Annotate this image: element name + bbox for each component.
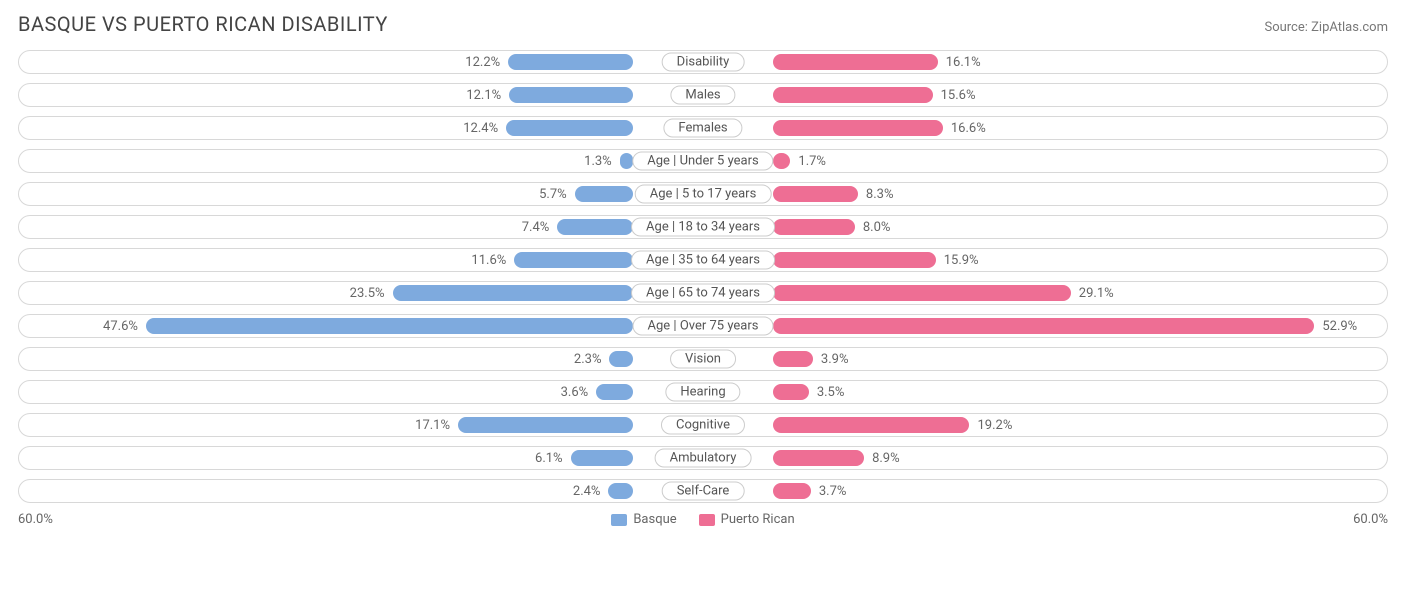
legend-label-puerto-rican: Puerto Rican xyxy=(721,512,795,527)
legend-item-basque: Basque xyxy=(611,512,676,527)
bar-right xyxy=(773,351,813,367)
chart-row: 12.2% 16.1% Disability xyxy=(18,50,1388,74)
bar-right xyxy=(773,87,933,103)
bar-value-left: 5.7% xyxy=(539,187,567,202)
chart-row: 7.4% 8.0% Age | 18 to 34 years xyxy=(18,215,1388,239)
bar-value-left: 2.3% xyxy=(574,352,602,367)
row-category-label: Age | Under 5 years xyxy=(632,152,773,171)
bar-value-left: 47.6% xyxy=(103,319,138,334)
row-category-label: Self-Care xyxy=(662,482,745,501)
chart-row: 2.4% 3.7% Self-Care xyxy=(18,479,1388,503)
chart-row: 3.6% 3.5% Hearing xyxy=(18,380,1388,404)
bar-value-left: 1.3% xyxy=(584,154,612,169)
row-category-label: Males xyxy=(670,86,735,105)
bar-right xyxy=(773,417,969,433)
bar-value-left: 23.5% xyxy=(350,286,385,301)
bar-left xyxy=(458,417,633,433)
legend-label-basque: Basque xyxy=(633,512,676,527)
row-category-label: Age | 35 to 64 years xyxy=(631,251,775,270)
bar-value-right: 8.9% xyxy=(872,451,900,466)
row-category-label: Age | 18 to 34 years xyxy=(631,218,775,237)
row-category-label: Hearing xyxy=(665,383,740,402)
bar-right xyxy=(773,384,809,400)
bar-right xyxy=(773,120,943,136)
bar-value-right: 19.2% xyxy=(977,418,1012,433)
bar-left xyxy=(575,186,633,202)
bar-value-right: 16.6% xyxy=(951,121,986,136)
bar-value-left: 12.4% xyxy=(463,121,498,136)
bar-value-left: 17.1% xyxy=(415,418,450,433)
row-category-label: Ambulatory xyxy=(655,449,752,468)
bar-value-right: 8.0% xyxy=(863,220,891,235)
bar-left xyxy=(596,384,633,400)
bar-left xyxy=(508,54,633,70)
bar-right xyxy=(773,186,858,202)
bar-value-right: 8.3% xyxy=(866,187,894,202)
chart-row: 11.6% 15.9% Age | 35 to 64 years xyxy=(18,248,1388,272)
axis-max-left: 60.0% xyxy=(18,512,53,527)
legend-swatch-basque xyxy=(611,514,627,526)
bar-value-right: 3.9% xyxy=(821,352,849,367)
bar-right xyxy=(773,318,1314,334)
bar-left xyxy=(609,351,633,367)
chart-header: BASQUE VS PUERTO RICAN DISABILITY Source… xyxy=(18,12,1388,36)
row-category-label: Cognitive xyxy=(661,416,745,435)
row-category-label: Disability xyxy=(662,53,745,72)
bar-right xyxy=(773,252,936,268)
chart-row: 12.4% 16.6% Females xyxy=(18,116,1388,140)
bar-left xyxy=(571,450,633,466)
row-category-label: Age | 65 to 74 years xyxy=(631,284,775,303)
bar-value-right: 29.1% xyxy=(1079,286,1114,301)
chart-source: Source: ZipAtlas.com xyxy=(1264,20,1388,35)
diverging-bar-chart: 12.2% 16.1% Disability 12.1% 15.6% Males 12.4%… xyxy=(18,50,1388,503)
bar-right xyxy=(773,285,1071,301)
bar-value-right: 3.5% xyxy=(817,385,845,400)
bar-left xyxy=(509,87,633,103)
row-category-label: Females xyxy=(663,119,742,138)
row-category-label: Age | 5 to 17 years xyxy=(635,185,772,204)
bar-value-right: 16.1% xyxy=(946,55,981,70)
bar-left xyxy=(620,153,633,169)
axis-max-right: 60.0% xyxy=(1353,512,1388,527)
chart-row: 47.6% 52.9% Age | Over 75 years xyxy=(18,314,1388,338)
bar-value-right: 3.7% xyxy=(819,484,847,499)
bar-value-left: 3.6% xyxy=(561,385,589,400)
row-category-label: Age | Over 75 years xyxy=(633,317,774,336)
bar-value-left: 2.4% xyxy=(573,484,601,499)
bar-value-left: 6.1% xyxy=(535,451,563,466)
bar-value-right: 15.6% xyxy=(941,88,976,103)
chart-row: 1.3% 1.7% Age | Under 5 years xyxy=(18,149,1388,173)
legend-swatch-puerto-rican xyxy=(699,514,715,526)
chart-title: BASQUE VS PUERTO RICAN DISABILITY xyxy=(18,12,388,36)
bar-left xyxy=(514,252,633,268)
bar-value-right: 15.9% xyxy=(944,253,979,268)
bar-value-right: 1.7% xyxy=(798,154,826,169)
bar-value-right: 52.9% xyxy=(1322,319,1357,334)
chart-row: 2.3% 3.9% Vision xyxy=(18,347,1388,371)
bar-value-left: 12.2% xyxy=(465,55,500,70)
bar-right xyxy=(773,153,790,169)
bar-left xyxy=(146,318,633,334)
bar-value-left: 11.6% xyxy=(471,253,506,268)
chart-row: 23.5% 29.1% Age | 65 to 74 years xyxy=(18,281,1388,305)
bar-right xyxy=(773,450,864,466)
row-category-label: Vision xyxy=(670,350,736,369)
bar-value-left: 12.1% xyxy=(466,88,501,103)
legend: Basque Puerto Rican xyxy=(611,512,794,527)
chart-row: 6.1% 8.9% Ambulatory xyxy=(18,446,1388,470)
bar-left xyxy=(557,219,633,235)
bar-right xyxy=(773,54,938,70)
bar-left xyxy=(506,120,633,136)
bar-right xyxy=(773,219,855,235)
bar-left xyxy=(608,483,633,499)
chart-row: 17.1% 19.2% Cognitive xyxy=(18,413,1388,437)
legend-item-puerto-rican: Puerto Rican xyxy=(699,512,795,527)
bar-right xyxy=(773,483,811,499)
bar-value-left: 7.4% xyxy=(522,220,550,235)
chart-row: 12.1% 15.6% Males xyxy=(18,83,1388,107)
bar-left xyxy=(393,285,633,301)
chart-footer: 60.0% Basque Puerto Rican 60.0% xyxy=(18,512,1388,527)
chart-row: 5.7% 8.3% Age | 5 to 17 years xyxy=(18,182,1388,206)
